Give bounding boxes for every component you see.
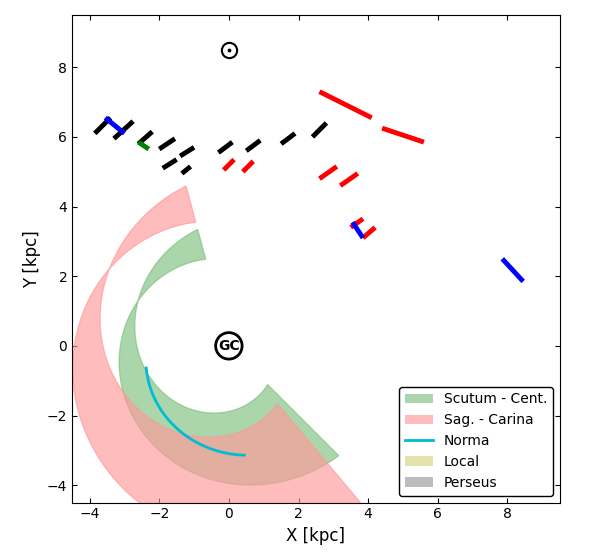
- Text: GC: GC: [218, 339, 239, 353]
- X-axis label: X [kpc]: X [kpc]: [286, 527, 346, 545]
- Y-axis label: Y [kpc]: Y [kpc]: [23, 230, 41, 288]
- Polygon shape: [0, 531, 181, 560]
- Polygon shape: [73, 186, 369, 544]
- Legend: Scutum - Cent., Sag. - Carina, Norma, Local, Perseus: Scutum - Cent., Sag. - Carina, Norma, Lo…: [400, 387, 553, 496]
- Polygon shape: [0, 505, 600, 560]
- Polygon shape: [119, 230, 339, 485]
